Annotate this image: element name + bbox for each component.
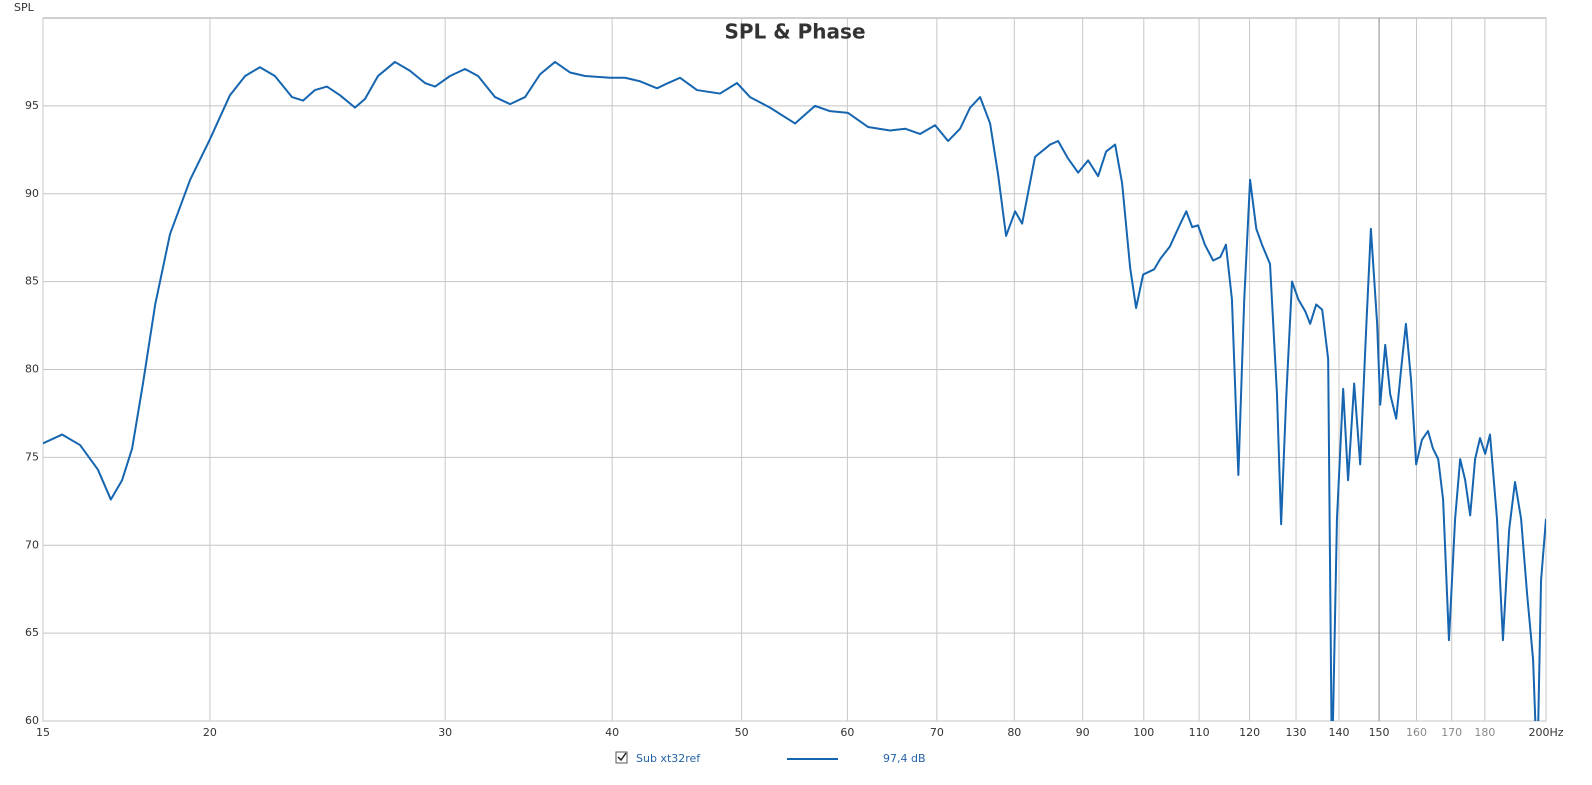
x-tick-label: 15 [36, 726, 50, 739]
legend-value: 97,4 dB [883, 752, 926, 765]
y-tick-label: 65 [25, 626, 39, 639]
x-tick-label: 150 [1369, 726, 1390, 739]
grid [42, 18, 1547, 722]
x-tick-label: 20 [203, 726, 217, 739]
x-tick-label: 30 [438, 726, 452, 739]
check-mark [617, 752, 627, 762]
y-axis-label: SPL [14, 1, 35, 14]
x-tick-label: 200Hz [1528, 726, 1563, 739]
x-tick-label: 100 [1133, 726, 1154, 739]
legend-checkbox[interactable] [615, 751, 628, 764]
legend: Sub xt32ref 97,4 dB [615, 751, 926, 765]
y-tick-label: 95 [25, 99, 39, 112]
y-tick-label: 80 [25, 363, 39, 376]
x-tick-label: 140 [1329, 726, 1350, 739]
x-tick-label: 170 [1441, 726, 1462, 739]
x-tick-label: 160 [1406, 726, 1427, 739]
x-tick-label: 90 [1076, 726, 1090, 739]
y-tick-label: 75 [25, 450, 39, 463]
y-tick-label: 70 [25, 538, 39, 551]
legend-label: Sub xt32ref [636, 752, 701, 765]
chart-title: SPL & Phase [724, 20, 865, 44]
x-tick-label: 120 [1239, 726, 1260, 739]
y-tick-label: 85 [25, 275, 39, 288]
x-tick-label: 80 [1007, 726, 1021, 739]
x-tick-label: 60 [840, 726, 854, 739]
x-tick-label: 70 [930, 726, 944, 739]
x-tick-label: 180 [1474, 726, 1495, 739]
x-tick-label: 40 [605, 726, 619, 739]
x-tick-label: 130 [1286, 726, 1307, 739]
x-tick-label: 50 [735, 726, 749, 739]
x-tick-label: 110 [1189, 726, 1210, 739]
y-tick-label: 90 [25, 187, 39, 200]
y-tick-label: 60 [25, 714, 39, 727]
data-line [43, 60, 1546, 721]
